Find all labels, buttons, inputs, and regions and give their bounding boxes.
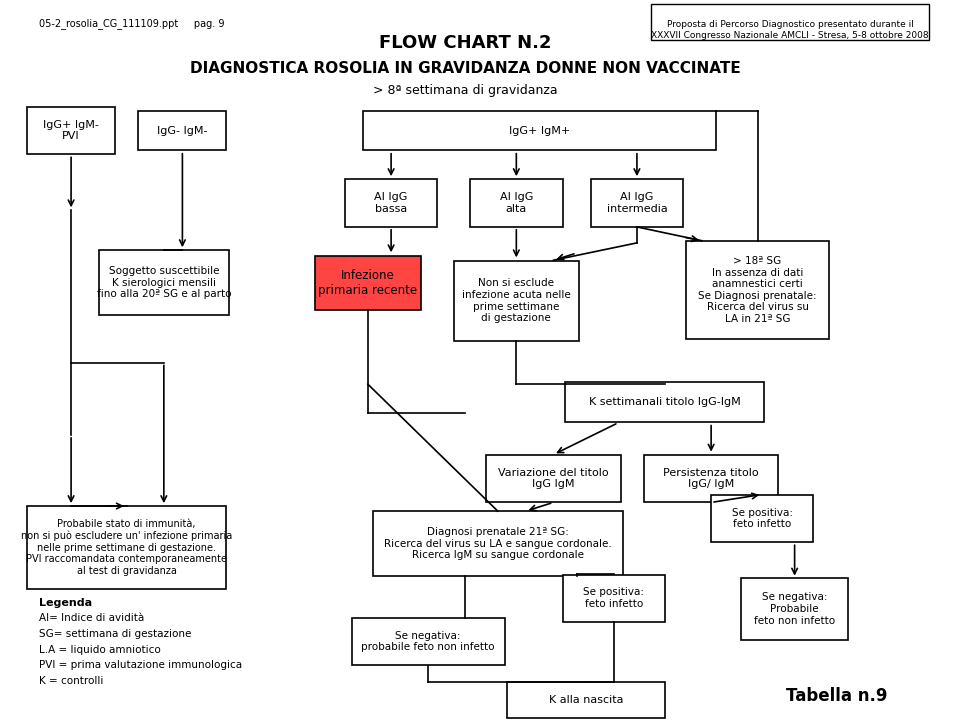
FancyBboxPatch shape bbox=[644, 455, 779, 502]
Text: > 18ª SG
In assenza di dati
anamnestici certi
Se Diagnosi prenatale:
Ricerca del: > 18ª SG In assenza di dati anamnestici … bbox=[698, 256, 817, 324]
Text: L.A = liquido amniotico: L.A = liquido amniotico bbox=[38, 645, 160, 655]
Text: Variazione del titolo
IgG IgM: Variazione del titolo IgG IgM bbox=[498, 468, 609, 489]
FancyBboxPatch shape bbox=[27, 506, 227, 589]
FancyBboxPatch shape bbox=[99, 250, 228, 315]
FancyBboxPatch shape bbox=[486, 455, 621, 502]
FancyBboxPatch shape bbox=[563, 574, 664, 622]
Text: IgG- IgM-: IgG- IgM- bbox=[157, 125, 207, 136]
Text: AI= Indice di avidità: AI= Indice di avidità bbox=[38, 613, 144, 623]
Text: PVI = prima valutazione immunologica: PVI = prima valutazione immunologica bbox=[38, 660, 242, 671]
FancyBboxPatch shape bbox=[454, 261, 579, 341]
Text: IgG+ IgM+: IgG+ IgM+ bbox=[509, 125, 570, 136]
FancyBboxPatch shape bbox=[507, 682, 664, 718]
Text: Diagnosi prenatale 21ª SG:
Ricerca del virus su LA e sangue cordonale.
Ricerca I: Diagnosi prenatale 21ª SG: Ricerca del v… bbox=[384, 527, 612, 560]
Text: DIAGNOSTICA ROSOLIA IN GRAVIDANZA DONNE NON VACCINATE: DIAGNOSTICA ROSOLIA IN GRAVIDANZA DONNE … bbox=[190, 62, 741, 76]
FancyBboxPatch shape bbox=[138, 111, 227, 151]
Text: > 8ª settimana di gravidanza: > 8ª settimana di gravidanza bbox=[373, 84, 558, 97]
Text: Infezione
primaria recente: Infezione primaria recente bbox=[319, 269, 418, 297]
FancyBboxPatch shape bbox=[741, 579, 848, 640]
Text: Probabile stato di immunità,
non si può escludere un' infezione primaria
nelle p: Probabile stato di immunità, non si può … bbox=[21, 519, 232, 576]
Text: 05-2_rosolia_CG_111109.ppt     pag. 9: 05-2_rosolia_CG_111109.ppt pag. 9 bbox=[38, 18, 224, 29]
Text: Soggetto suscettibile
K sierologici mensili
fino alla 20ª SG e al parto: Soggetto suscettibile K sierologici mens… bbox=[97, 266, 231, 299]
FancyBboxPatch shape bbox=[711, 495, 813, 542]
FancyBboxPatch shape bbox=[351, 618, 505, 666]
Text: AI IgG
bassa: AI IgG bassa bbox=[374, 192, 408, 214]
Text: Persistenza titolo
IgG/ IgM: Persistenza titolo IgG/ IgM bbox=[663, 468, 759, 489]
Text: AI IgG
intermedia: AI IgG intermedia bbox=[607, 192, 667, 214]
Text: Proposta di Percorso Diagnostico presentato durante il: Proposta di Percorso Diagnostico present… bbox=[666, 20, 913, 29]
Text: XXXVII Congresso Nazionale AMCLI - Stresa, 5-8 ottobre 2008: XXXVII Congresso Nazionale AMCLI - Stres… bbox=[651, 31, 928, 40]
Text: Legenda: Legenda bbox=[38, 598, 92, 608]
FancyBboxPatch shape bbox=[315, 256, 421, 310]
FancyBboxPatch shape bbox=[470, 180, 563, 226]
Text: Se positiva:
feto infetto: Se positiva: feto infetto bbox=[732, 507, 793, 529]
FancyBboxPatch shape bbox=[363, 111, 716, 151]
Text: Tabella n.9: Tabella n.9 bbox=[785, 687, 887, 705]
Text: SG= settimana di gestazione: SG= settimana di gestazione bbox=[38, 629, 191, 639]
FancyBboxPatch shape bbox=[651, 4, 929, 40]
FancyBboxPatch shape bbox=[27, 107, 115, 154]
FancyBboxPatch shape bbox=[590, 180, 684, 226]
Text: Se negativa:
probabile feto non infetto: Se negativa: probabile feto non infetto bbox=[362, 631, 495, 652]
Text: Se negativa:
Probabile
feto non infetto: Se negativa: Probabile feto non infetto bbox=[754, 592, 835, 626]
FancyBboxPatch shape bbox=[685, 241, 829, 339]
Text: IgG+ IgM-
PVI: IgG+ IgM- PVI bbox=[43, 120, 99, 141]
Text: Se positiva:
feto infetto: Se positiva: feto infetto bbox=[584, 587, 644, 609]
Text: AI IgG
alta: AI IgG alta bbox=[499, 192, 533, 214]
Text: K settimanali titolo IgG-IgM: K settimanali titolo IgG-IgM bbox=[588, 397, 740, 407]
Text: K = controlli: K = controlli bbox=[38, 676, 103, 687]
FancyBboxPatch shape bbox=[565, 383, 764, 422]
Text: Non si esclude
infezione acuta nelle
prime settimane
di gestazione: Non si esclude infezione acuta nelle pri… bbox=[462, 278, 570, 323]
FancyBboxPatch shape bbox=[372, 511, 623, 576]
FancyBboxPatch shape bbox=[345, 180, 438, 226]
Text: FLOW CHART N.2: FLOW CHART N.2 bbox=[379, 35, 552, 52]
Text: K alla nascita: K alla nascita bbox=[549, 695, 623, 705]
